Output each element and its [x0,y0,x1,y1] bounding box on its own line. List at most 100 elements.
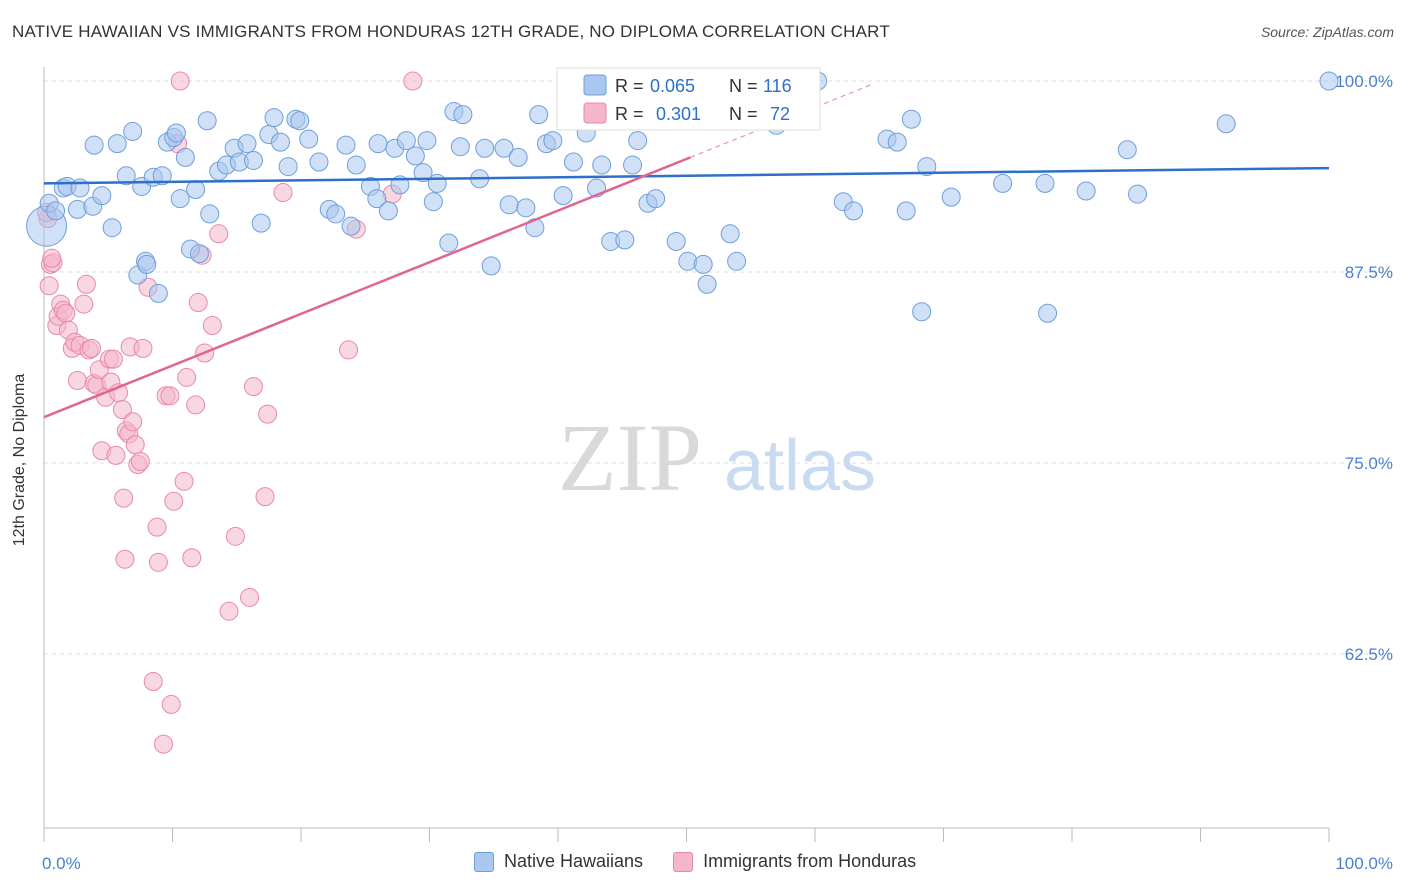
watermark: ZIP atlas [558,404,876,511]
legend-swatch-native-hawaiians [474,851,494,872]
native-hawaiian-point-67 [481,256,501,276]
honduras-point-26 [106,445,126,465]
honduras-point-51 [186,395,206,415]
native-hawaiian-point-107 [1038,303,1058,323]
y-tick-label-0: 62.5% [1345,645,1393,664]
native-hawaiian-point-55 [396,131,416,151]
native-hawaiian-point-36 [251,213,271,233]
honduras-point-14 [74,294,94,314]
native-hawaiian-point-90 [697,274,717,294]
native-hawaiian-point-38 [264,108,284,128]
native-hawaiian-point-106 [1035,173,1055,193]
honduras-point-45 [164,491,184,511]
native-hawaiian-point-92 [727,251,747,271]
native-hawaiian-point-111 [1216,114,1236,134]
native-hawaiian-point-35 [243,150,263,170]
native-hawaiian-point-34 [237,134,257,154]
y-tick-label-3: 100.0% [1335,72,1393,91]
tick-labels: 62.5% 75.0% 87.5% 100.0% 0.0% 100.0% [42,72,1393,873]
native-hawaiian-point-27 [189,244,209,264]
honduras-point-49 [177,367,197,387]
honduras-trend-line-extension [690,83,874,158]
honduras-point-40 [147,517,167,537]
native-hawaiian-point-109 [1117,140,1137,160]
native-hawaiians-trend-line [43,166,1330,185]
native-hawaiian-point-110 [1128,184,1148,204]
native-hawaiian-point-47 [336,135,356,155]
honduras-point-37 [133,338,153,358]
chart-title: NATIVE HAWAIIAN VS IMMIGRANTS FROM HONDU… [12,22,890,41]
native-hawaiian-point-69 [499,195,519,215]
native-hawaiian-point-66 [475,138,495,158]
honduras-point-36 [130,451,150,471]
native-hawaiian-point-84 [623,155,643,175]
honduras-point-28 [112,400,132,420]
native-hawaiian-point-112 [1319,71,1339,91]
honduras-point-1 [39,276,59,296]
honduras-point-52 [188,293,208,313]
native-hawaiian-point-81 [592,155,612,175]
native-hawaiian-point-48 [341,216,361,236]
native-hawaiian-point-61 [439,233,459,253]
honduras-point-41 [148,552,168,572]
legend-r-label-2: R = [615,104,644,124]
honduras-point-68 [160,386,180,406]
honduras-point-62 [273,183,293,203]
honduras-point-71 [42,248,62,268]
honduras-point-12 [67,370,87,390]
y-tick-label-1: 75.0% [1345,454,1393,473]
native-hawaiian-point-97 [844,201,864,221]
native-hawaiian-point-9 [92,186,112,206]
native-hawaiian-point-13 [123,121,143,141]
honduras-point-66 [403,71,423,91]
native-hawaiian-point-29 [200,204,220,224]
series-native-hawaiians-points [26,71,1339,323]
legend-item-honduras[interactable]: Immigrants from Honduras [673,851,916,872]
native-hawaiian-point-22 [166,123,186,143]
legend-swatch-blue [583,74,607,96]
legend-n-label-2: N = [729,104,758,124]
watermark-zip: ZIP [558,404,702,511]
native-hawaiian-point-51 [367,189,387,209]
legend-n-label-1: N = [729,76,758,96]
native-hawaiian-point-89 [678,251,698,271]
honduras-point-59 [240,587,260,607]
native-hawaiian-point-103 [917,157,937,177]
source-label: Source: ZipAtlas.com [1260,24,1394,40]
honduras-point-44 [161,694,181,714]
native-hawaiian-point-108 [1076,181,1096,201]
native-hawaiian-point-63 [450,137,470,157]
native-hawaiian-point-56 [405,146,425,166]
legend-label-honduras: Immigrants from Honduras [703,851,917,871]
honduras-point-58 [225,526,245,546]
native-hawaiian-point-43 [299,129,319,149]
native-hawaiian-point-91 [720,224,740,244]
honduras-point-29 [114,488,134,508]
native-hawaiian-point-76 [553,186,573,206]
native-hawaiian-point-73 [529,105,549,125]
native-hawaiian-point-70 [508,147,528,167]
native-hawaiian-point-5 [67,199,87,219]
honduras-point-67 [115,549,135,569]
native-hawaiian-point-102 [912,302,932,322]
native-hawaiian-point-19 [152,166,172,186]
legend-n-value-1: 116 [763,76,792,96]
native-hawaiian-point-88 [666,231,686,251]
native-hawaiian-point-113 [693,254,713,274]
bottom-legend: Native Hawaiians Immigrants from Hondura… [474,851,946,872]
native-hawaiian-point-26 [186,179,206,199]
honduras-trend-line [43,156,691,419]
legend-item-native-hawaiians[interactable]: Native Hawaiians [474,851,643,872]
honduras-point-8 [56,303,76,323]
native-hawaiian-point-39 [270,132,290,152]
native-hawaiian-point-2 [46,201,66,221]
honduras-point-47 [170,71,190,91]
legend-r-value-1: 0.065 [650,76,695,96]
native-hawaiian-point-64 [453,105,473,125]
native-hawaiian-point-40 [278,157,298,177]
native-hawaiian-point-28 [197,111,217,131]
honduras-point-15 [76,274,96,294]
legend-swatch-pink [583,102,607,124]
honduras-point-57 [219,601,239,621]
honduras-point-50 [182,548,202,568]
